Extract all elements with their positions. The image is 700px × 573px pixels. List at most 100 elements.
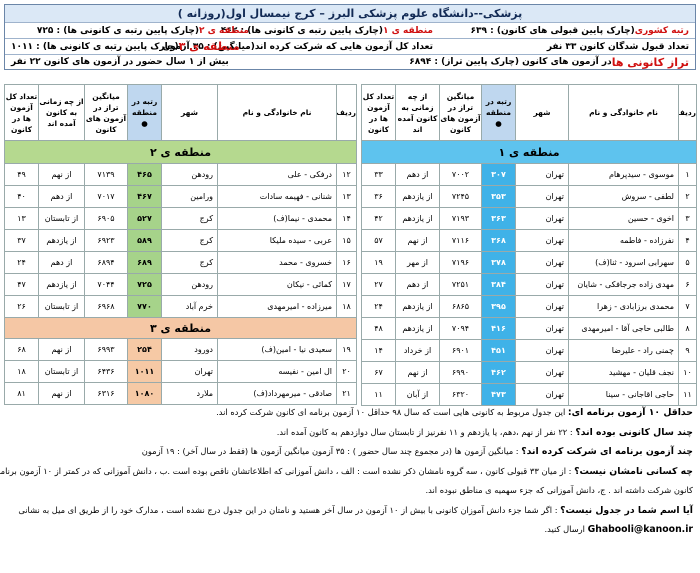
table-row: ۱ موسوی - سیدپرهام تهران ۳۰۷ ۷۰۰۲ از دهم ۳۳: [361, 163, 697, 186]
rank-cell: ۳۸۴: [481, 273, 516, 296]
from-cell: از تابستان: [38, 360, 85, 383]
taraz-cell: ۶۴۳۶: [84, 360, 128, 383]
taraz-cell: ۶۹۰۱: [439, 339, 482, 362]
rank-cell: ۳۶۳: [481, 207, 516, 230]
taraz-cell: ۶۹۲۳: [84, 229, 128, 252]
rank-cell: ۴۶۷: [127, 185, 162, 208]
taraz-cell: ۷۱۳۹: [84, 163, 128, 186]
col-city: شهر: [515, 84, 569, 141]
from-cell: از خرداد: [395, 339, 440, 362]
count-cell: ۱۱: [361, 383, 396, 406]
page-title: پزشکی--دانشگاه علوم پزشکی البرز – کرج نی…: [5, 5, 695, 23]
city-cell: کرج: [161, 251, 218, 274]
count-cell: ۲۶: [4, 295, 39, 318]
city-cell: تهران: [515, 185, 569, 208]
col-rank: رتبه در منطقه ●: [481, 84, 516, 141]
rank-cell: ۵۲۷: [127, 207, 162, 230]
col-taraz: میانگین تراز در آزمون های کانون: [439, 84, 482, 141]
taraz-cell: ۷۰۹۴: [439, 317, 482, 340]
count-cell: ۴۷: [4, 273, 39, 296]
exam-count-info: تعداد کل آزمون هایی که شرکت کرده اند(میا…: [162, 41, 433, 52]
count-cell: ۵۷: [361, 229, 396, 252]
city-cell: تهران: [515, 273, 569, 296]
from-cell: از دهم: [395, 273, 440, 296]
rank-cell: ۱۰۱۱: [127, 360, 162, 383]
taraz-cell: ۷۱۹۳: [439, 207, 482, 230]
rank-cell: ۴۵۱: [481, 339, 516, 362]
count-cell: ۴۸: [361, 317, 396, 340]
table-row: ۲ لطفی - سروش تهران ۳۵۳ ۷۲۴۵ از یازدهم ۳۶: [361, 185, 697, 208]
from-cell: از یازدهم: [395, 207, 440, 230]
city-cell: تهران: [161, 360, 218, 383]
city-cell: دورود: [161, 338, 218, 361]
table-row: ۱۱ حاجی اقاجانی - سینا تهران ۴۷۳ ۶۳۲۰ از آبان…: [361, 383, 697, 406]
email-link[interactable]: Ghabooli@kanoon.ir: [587, 524, 693, 535]
header-row-2: تعداد قبول شدگان کانون ۳۳ نفر تعداد کل آ…: [5, 39, 695, 55]
taraz-cell: ۷۰۴۴: [84, 273, 128, 296]
taraz-cell: ۷۱۹۶: [439, 251, 482, 274]
from-cell: از دهم: [38, 185, 85, 208]
table-row: ۲۱ صادقی - میرمهرداد(ف) ملارد ۱۰۸۰ ۶۳۱۶ از نه…: [4, 382, 357, 405]
row-number: ۱۸: [336, 295, 357, 318]
from-cell: از نهم: [38, 382, 85, 405]
taraz-cell: ۶۹۹۰: [439, 361, 482, 384]
count-cell: ۱۹: [361, 251, 396, 274]
from-cell: از یازدهم: [395, 317, 440, 340]
student-name: موسوی - سیدپرهام: [568, 163, 679, 186]
row-number: ۲: [678, 185, 697, 208]
count-cell: ۱۴: [361, 339, 396, 362]
rank-cell: ۳۵۳: [481, 185, 516, 208]
region3-info: منطقه ی ۳ (چارک پایین رتبه ی کانونی ها) …: [11, 40, 240, 53]
taraz-cell: ۷۲۵۱: [439, 273, 482, 296]
region1-info: منطقه ی ۱ (چارک پایین رتبه ی کانونی ها) …: [220, 25, 433, 36]
rank-cell: ۵۸۹: [127, 229, 162, 252]
col-rank: رتبه در منطقه ●: [127, 84, 162, 141]
from-cell: از تابستان: [38, 295, 85, 318]
taraz-cell: ۷۰۰۲: [439, 163, 482, 186]
table-row: ۱۴ محمدی - نیما(ف) کرج ۵۲۷ ۶۹۰۵ از تابستان ۱۳: [4, 207, 357, 230]
row-number: ۶: [678, 273, 697, 296]
note-5: آیا اسم شما در جدول نیست؟ : اگر شما جزء …: [18, 504, 693, 516]
taraz-cell: ۷۰۱۷: [84, 185, 128, 208]
accepted-count: تعداد قبول شدگان کانون ۳۳ نفر: [546, 41, 689, 52]
city-cell: تهران: [515, 207, 569, 230]
student-name: درفکی - علی: [217, 163, 337, 186]
region23-table: ردیف نام خانوادگی و نام شهر رتبه در منطق…: [4, 84, 357, 405]
col-row: ردیف: [678, 84, 697, 141]
from-cell: از مهر: [395, 251, 440, 274]
taraz-cell: ۶۸۶۵: [439, 295, 482, 318]
student-name: سعیدی نیا - امین(ف): [217, 338, 337, 361]
note-2: چند سال کانونی بوده اند؟ : ۲۲ نفر از نهم…: [276, 426, 693, 438]
table-row: ۶ مهدی زاده جرجافکی - شایان تهران ۳۸۴ ۷۲۵۱ از…: [361, 273, 697, 296]
city-cell: رودهن: [161, 273, 218, 296]
header-row-3: تراز کانونی ها در آزمون های کانون (چارک …: [5, 55, 695, 69]
count-cell: ۶۸: [4, 338, 39, 361]
from-cell: از نهم: [38, 338, 85, 361]
table-row: ۱۷ کمائی - نیکان رودهن ۷۲۵ ۷۰۴۴ از یازدهم ۴۷: [4, 273, 357, 296]
rank-cell: ۳۹۵: [481, 295, 516, 318]
count-cell: ۲۷: [361, 273, 396, 296]
from-cell: از یازدهم: [38, 273, 85, 296]
taraz-cell: ۶۹۰۵: [84, 207, 128, 230]
table-row: ۱۳ شنانی - فهیمه سادات ورامین ۴۶۷ ۷۰۱۷ از دهم…: [4, 185, 357, 208]
row-number: ۱۴: [336, 207, 357, 230]
table-row: ۸ طالبی حاجی آقا - امیرمهدی تهران ۴۱۶ ۷۰۹۴ از…: [361, 317, 697, 340]
row-number: ۹: [678, 339, 697, 362]
city-cell: تهران: [515, 163, 569, 186]
city-cell: تهران: [515, 339, 569, 362]
header-row-1: رتبه کشوری (چارک پایین قبولی های کانون) …: [5, 23, 695, 39]
note-4b: کانون شرکت داشته اند . ج، دانش آموزانی ک…: [425, 485, 694, 495]
row-number: ۱۹: [336, 338, 357, 361]
note-4: چه کسانی نامشان نیست؟ : از میان ۳۳ قبولی…: [0, 465, 693, 477]
row-number: ۲۰: [336, 360, 357, 383]
count-cell: ۴۲: [361, 207, 396, 230]
taraz-cell: ۶۹۹۳: [84, 338, 128, 361]
col-count: تعداد کل آزمون ها در کانون: [4, 84, 39, 141]
count-cell: ۱۳: [4, 207, 39, 230]
table-row: ۱۲ درفکی - علی رودهن ۴۶۵ ۷۱۳۹ از نهم ۴۹: [4, 163, 357, 186]
region1-table: ردیف نام خانوادگی و نام شهر رتبه در منطق…: [361, 84, 697, 406]
city-cell: کرج: [161, 229, 218, 252]
taraz-cell: ۶۳۱۶: [84, 382, 128, 405]
table-row: ۴ نفرزاده - فاطمه تهران ۳۶۸ ۷۱۱۶ از نهم ۵۷: [361, 229, 697, 252]
col-name: نام خانوادگی و نام: [217, 84, 337, 141]
